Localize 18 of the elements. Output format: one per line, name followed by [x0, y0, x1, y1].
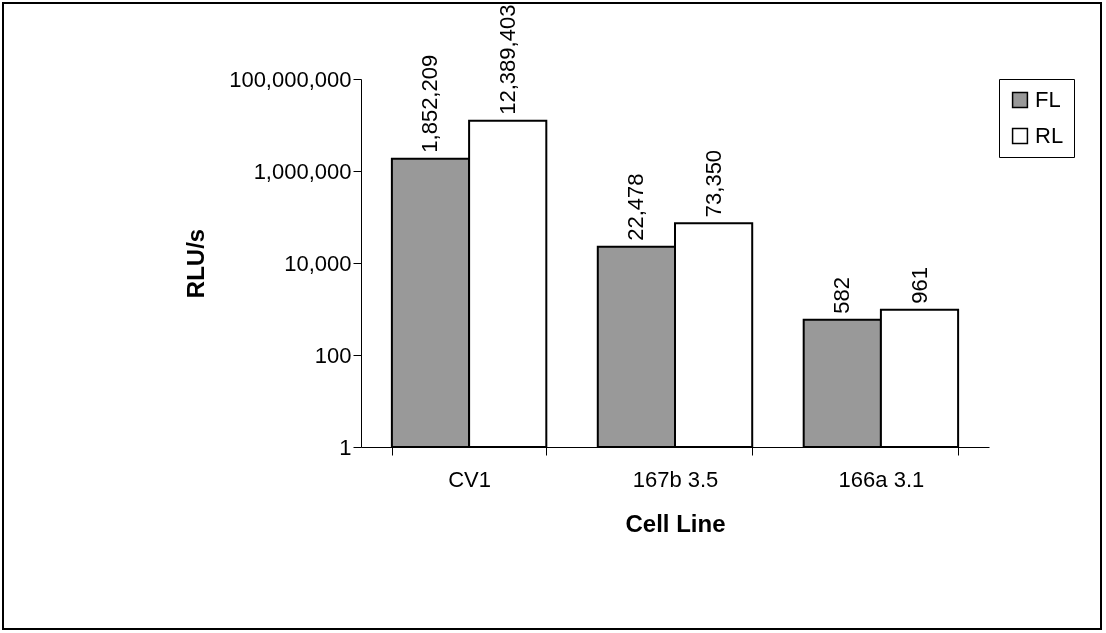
data-label: 1,852,209: [417, 54, 443, 153]
data-label: 961: [906, 267, 932, 304]
y-tick-label: 100,000,000: [229, 66, 352, 92]
x-tick-label: CV1: [448, 466, 491, 492]
data-label: 582: [829, 277, 855, 314]
legend-label: RL: [1035, 123, 1064, 148]
y-axis-title: RLU/s: [182, 228, 210, 299]
y-tick-label: 10,000: [284, 250, 352, 276]
x-tick-label: 166a 3.1: [838, 466, 925, 492]
y-tick-label: 1: [339, 434, 352, 460]
x-tick-label: 167b 3.5: [632, 466, 719, 492]
y-tick-label: 100: [314, 342, 352, 368]
data-label: 73,350: [700, 149, 726, 218]
legend-label: FL: [1035, 87, 1061, 112]
y-tick-label: 1,000,000: [253, 158, 352, 184]
data-label: 12,389,403: [494, 4, 520, 115]
data-label: 22,478: [623, 173, 649, 241]
x-axis-title: Cell Line: [625, 509, 726, 537]
